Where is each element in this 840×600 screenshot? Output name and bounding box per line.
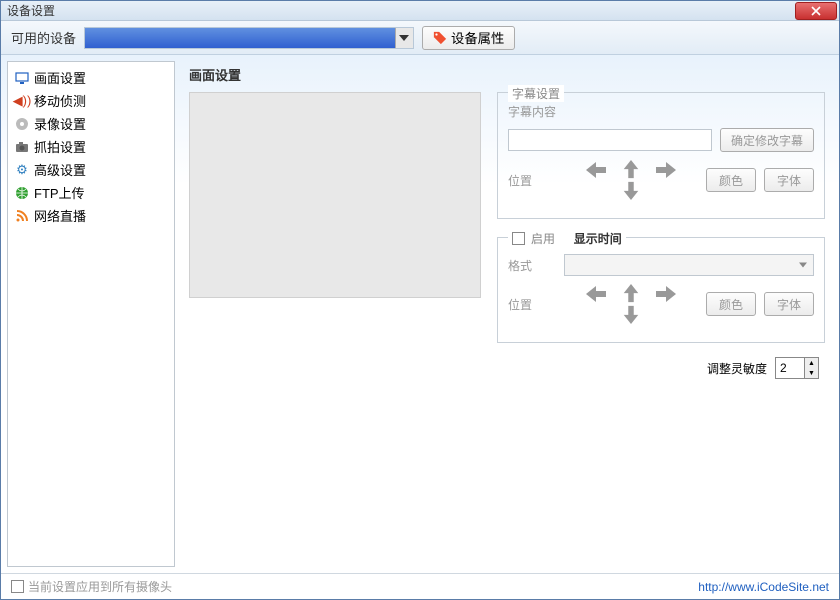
arrow-left-button[interactable] — [585, 284, 609, 304]
gear-icon: ⚙ — [14, 162, 30, 178]
time-color-button[interactable]: 颜色 — [706, 292, 756, 316]
sensitivity-input[interactable] — [776, 358, 804, 378]
chevron-down-icon — [395, 28, 413, 48]
rss-icon — [14, 208, 30, 224]
sound-icon: ◀)) — [14, 93, 30, 109]
sensitivity-row: 调整灵敏度 ▲▼ — [189, 357, 825, 379]
time-position-arrows — [585, 284, 677, 324]
device-properties-label: 设备属性 — [451, 28, 504, 47]
subtitle-content-label: 字幕内容 — [508, 103, 556, 120]
monitor-icon — [14, 70, 30, 86]
time-group: 启用 显示时间 格式 位置 — [497, 237, 825, 343]
apply-all-checkbox[interactable] — [11, 580, 24, 593]
confirm-subtitle-button[interactable]: 确定修改字幕 — [720, 128, 814, 152]
sensitivity-label: 调整灵敏度 — [707, 360, 767, 377]
subtitle-position-label: 位置 — [508, 172, 556, 189]
sidebar-item-ftp[interactable]: FTP上传 — [10, 181, 172, 204]
time-format-select[interactable] — [564, 254, 814, 276]
toolbar: 可用的设备 设备属性 — [1, 21, 839, 55]
close-button[interactable] — [795, 2, 837, 20]
sidebar-item-advanced[interactable]: ⚙高级设置 — [10, 158, 172, 181]
time-enable-wrap: 启用 显示时间 — [508, 230, 626, 247]
footer-link[interactable]: http://www.iCodeSite.net — [698, 580, 829, 594]
arrow-up-button[interactable] — [619, 284, 643, 304]
sidebar: 画面设置 ◀))移动侦测 录像设置 抓拍设置 ⚙高级设置 FTP上传 网络直播 — [7, 61, 175, 567]
time-position-label: 位置 — [508, 296, 556, 313]
sidebar-item-label: FTP上传 — [34, 183, 85, 202]
globe-icon — [14, 185, 30, 201]
close-icon — [811, 6, 821, 16]
sidebar-item-label: 高级设置 — [34, 160, 86, 179]
subtitle-position-arrows — [585, 160, 677, 200]
titlebar: 设备设置 — [1, 1, 839, 21]
subtitle-content-input[interactable] — [508, 129, 712, 151]
arrow-up-button[interactable] — [619, 160, 643, 180]
subtitle-font-button[interactable]: 字体 — [764, 168, 814, 192]
subtitle-group-title: 字幕设置 — [508, 85, 564, 102]
sensitivity-spinner[interactable]: ▲▼ — [775, 357, 819, 379]
sidebar-item-label: 录像设置 — [34, 114, 86, 133]
arrow-right-button[interactable] — [653, 284, 677, 304]
sidebar-item-label: 抓拍设置 — [34, 137, 86, 156]
sidebar-item-screen[interactable]: 画面设置 — [10, 66, 172, 89]
subtitle-color-button[interactable]: 颜色 — [706, 168, 756, 192]
device-properties-button[interactable]: 设备属性 — [422, 26, 515, 50]
sidebar-item-motion[interactable]: ◀))移动侦测 — [10, 89, 172, 112]
sidebar-item-label: 网络直播 — [34, 206, 86, 225]
time-enable-checkbox[interactable] — [512, 232, 525, 245]
tag-icon — [433, 31, 447, 45]
preview-area — [189, 92, 481, 298]
sidebar-item-snapshot[interactable]: 抓拍设置 — [10, 135, 172, 158]
camera-icon — [14, 139, 30, 155]
content-area: 画面设置 ◀))移动侦测 录像设置 抓拍设置 ⚙高级设置 FTP上传 网络直播 … — [1, 55, 839, 573]
main-panel: 画面设置 字幕设置 字幕内容 确定修改字幕 位置 — [175, 55, 839, 573]
arrow-left-button[interactable] — [585, 160, 609, 180]
sidebar-item-label: 画面设置 — [34, 68, 86, 87]
device-settings-window: 设备设置 可用的设备 设备属性 画面设置 ◀))移动侦测 录像设置 抓拍设置 ⚙… — [0, 0, 840, 600]
time-group-title: 显示时间 — [574, 230, 622, 247]
time-format-label: 格式 — [508, 257, 556, 274]
footer: 当前设置应用到所有摄像头 http://www.iCodeSite.net — [1, 573, 839, 599]
spin-down-button[interactable]: ▼ — [805, 368, 818, 378]
apply-all-wrap: 当前设置应用到所有摄像头 — [11, 578, 172, 595]
section-title: 画面设置 — [189, 65, 825, 84]
device-select[interactable] — [84, 27, 414, 49]
sidebar-item-live[interactable]: 网络直播 — [10, 204, 172, 227]
arrow-down-button[interactable] — [619, 180, 643, 200]
sidebar-item-record[interactable]: 录像设置 — [10, 112, 172, 135]
available-devices-label: 可用的设备 — [11, 28, 76, 47]
spin-up-button[interactable]: ▲ — [805, 358, 818, 368]
time-enable-label: 启用 — [531, 230, 555, 247]
disc-icon — [14, 116, 30, 132]
apply-all-label: 当前设置应用到所有摄像头 — [28, 578, 172, 595]
arrow-down-button[interactable] — [619, 304, 643, 324]
sidebar-item-label: 移动侦测 — [34, 91, 86, 110]
subtitle-group: 字幕设置 字幕内容 确定修改字幕 位置 — [497, 92, 825, 219]
arrow-right-button[interactable] — [653, 160, 677, 180]
time-font-button[interactable]: 字体 — [764, 292, 814, 316]
window-title: 设备设置 — [7, 2, 795, 19]
